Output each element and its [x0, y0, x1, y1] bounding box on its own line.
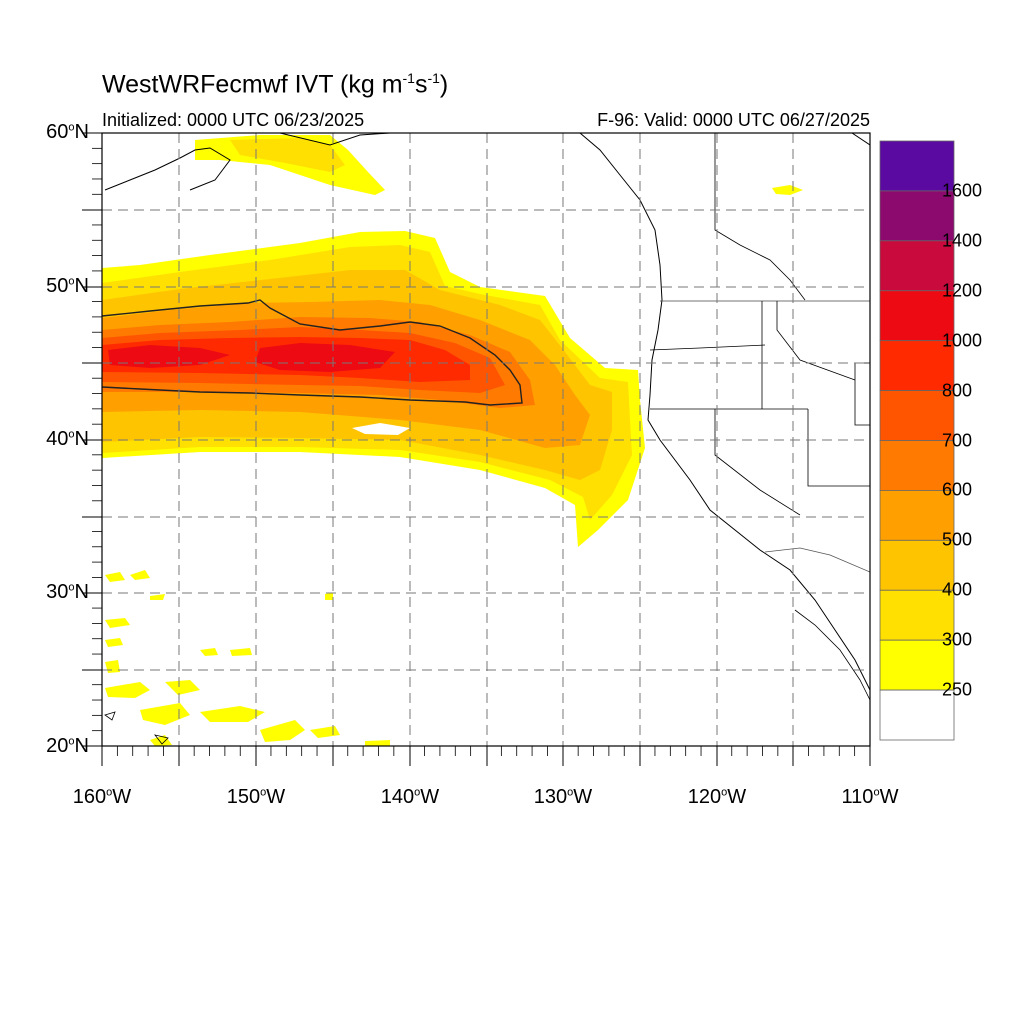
lat-label-20n: 20oN — [46, 735, 89, 757]
colorbar-label: 1200 — [942, 280, 983, 301]
lon-label-140w: 140oW — [380, 786, 440, 808]
lat-label-50n: 50oN — [46, 275, 89, 297]
map-title: WestWRFecmwf IVT (kg m-1s-1) — [102, 70, 449, 99]
colorbar-label: 500 — [942, 529, 973, 550]
lon-label-120w: 120oW — [687, 786, 747, 808]
colorbar-label: 700 — [942, 430, 973, 450]
colorbar-label: 1000 — [942, 330, 983, 351]
colorbar-label: 250 — [942, 679, 973, 700]
lon-label-130w: 130oW — [533, 786, 593, 808]
colorbar-swatch — [879, 589, 955, 641]
init-time: Initialized: 0000 UTC 06/23/2025 — [102, 110, 365, 130]
colorbar-swatch — [879, 390, 955, 441]
ivt-field — [102, 133, 870, 746]
colorbar-swatch — [879, 440, 955, 491]
lat-label-60n: 60oN — [46, 121, 89, 143]
colorbar-swatch — [879, 190, 955, 242]
lon-label-110w: 110oW — [841, 786, 899, 808]
colorbar-swatch — [879, 639, 955, 691]
axis-ticks — [82, 132, 871, 766]
colorbar-swatch — [879, 240, 955, 292]
lat-label-30n: 30oN — [46, 581, 89, 603]
colorbar-swatch — [879, 340, 955, 391]
colorbar-swatch — [879, 539, 955, 591]
colorbar-swatch — [879, 490, 955, 541]
colorbar-label: 800 — [942, 380, 973, 401]
colorbar-swatch — [879, 689, 955, 741]
colorbar-label: 300 — [942, 629, 973, 650]
graticule — [102, 133, 870, 746]
lon-label-150w: 150oW — [226, 786, 286, 808]
minor-ticks — [92, 147, 856, 756]
colorbar-label: 1600 — [942, 180, 983, 201]
colorbar-label: 400 — [942, 579, 973, 600]
colorbar-swatch — [879, 140, 955, 192]
ivt-colorbar — [879, 140, 955, 741]
valid-time: F-96: Valid: 0000 UTC 06/27/2025 — [597, 110, 870, 130]
lat-label-40n: 40oN — [46, 428, 89, 450]
lon-label-160w: 160oW — [72, 786, 132, 808]
colorbar-swatch — [879, 290, 955, 342]
colorbar-label: 600 — [942, 479, 973, 500]
colorbar-label: 1400 — [942, 230, 983, 251]
